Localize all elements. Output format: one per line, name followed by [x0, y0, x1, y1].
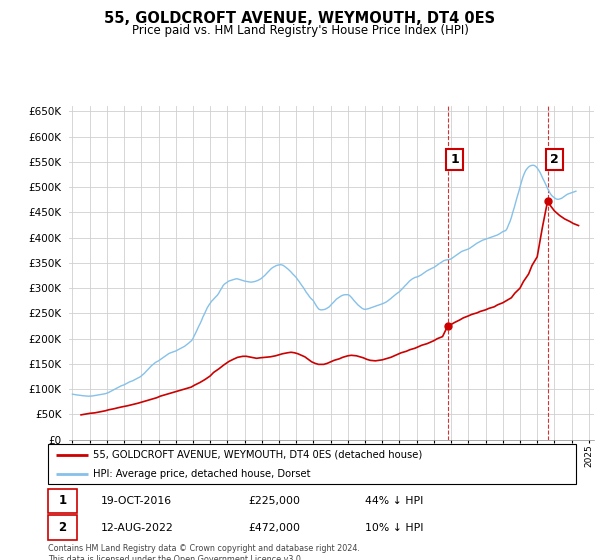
Text: 12-AUG-2022: 12-AUG-2022	[101, 522, 173, 533]
Text: Contains HM Land Registry data © Crown copyright and database right 2024.
This d: Contains HM Land Registry data © Crown c…	[48, 544, 360, 560]
Text: 2: 2	[58, 521, 67, 534]
Text: 10% ↓ HPI: 10% ↓ HPI	[365, 522, 424, 533]
Bar	[48, 488, 77, 513]
Text: 55, GOLDCROFT AVENUE, WEYMOUTH, DT4 0ES (detached house): 55, GOLDCROFT AVENUE, WEYMOUTH, DT4 0ES …	[93, 450, 422, 460]
Text: 55, GOLDCROFT AVENUE, WEYMOUTH, DT4 0ES: 55, GOLDCROFT AVENUE, WEYMOUTH, DT4 0ES	[104, 11, 496, 26]
Text: 19-OCT-2016: 19-OCT-2016	[101, 496, 172, 506]
Text: 44% ↓ HPI: 44% ↓ HPI	[365, 496, 423, 506]
Text: £225,000: £225,000	[248, 496, 301, 506]
Text: £472,000: £472,000	[248, 522, 301, 533]
Text: HPI: Average price, detached house, Dorset: HPI: Average price, detached house, Dors…	[93, 469, 310, 478]
Bar	[48, 515, 77, 540]
Text: 2: 2	[550, 153, 559, 166]
Text: Price paid vs. HM Land Registry's House Price Index (HPI): Price paid vs. HM Land Registry's House …	[131, 24, 469, 36]
Text: 1: 1	[450, 153, 459, 166]
Text: 1: 1	[58, 494, 67, 507]
